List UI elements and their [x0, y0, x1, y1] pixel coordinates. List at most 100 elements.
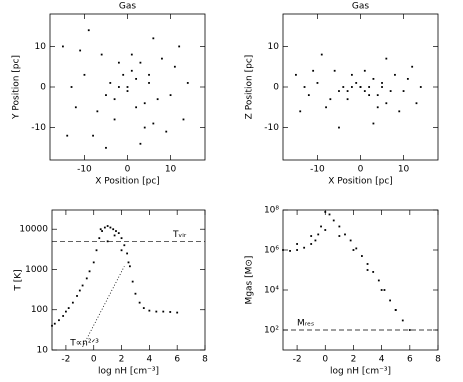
scatter-point [317, 233, 320, 236]
y-tick-label: 0 [40, 83, 46, 93]
scatter-point [389, 90, 392, 92]
scatter-point [156, 98, 159, 101]
y-tick-label: 10 [37, 346, 49, 356]
scatter-point [106, 240, 109, 243]
scatter-point [320, 53, 323, 56]
y-axis-label: T [K] [14, 269, 24, 291]
y-tick-label: 10⁶ [264, 246, 279, 256]
x-tick-label: 4 [146, 355, 152, 365]
scatter-point [303, 86, 306, 88]
scatter-point [88, 270, 91, 273]
scatter-point [105, 94, 107, 97]
scatter-point [338, 235, 341, 237]
scatter-point [165, 130, 168, 133]
scatter-point [130, 69, 133, 72]
scatter-point [148, 73, 150, 76]
scatter-point [74, 106, 77, 109]
scatter-point [87, 29, 90, 32]
scatter-point [152, 37, 155, 40]
scatter-point [113, 234, 116, 237]
x-tick-label: 8 [202, 355, 208, 365]
scatter-point [126, 252, 129, 255]
scatter-point [381, 86, 383, 88]
x-tick-label: 6 [174, 355, 180, 365]
scatter-point [324, 211, 327, 213]
scatter-point [372, 271, 375, 273]
y-tick-label: 10000 [19, 225, 48, 235]
scatter-point [316, 82, 319, 84]
scatter-point [113, 118, 116, 121]
scatter-point [352, 249, 355, 251]
scatter-point [70, 86, 73, 88]
scatter-point [402, 90, 405, 92]
scatter-point [346, 90, 349, 92]
scatter-point [338, 126, 340, 129]
scatter-point [109, 226, 112, 229]
scatter-point [355, 247, 358, 250]
x-tick-label: -10 [77, 165, 92, 175]
scatter-point [169, 311, 172, 313]
scatter-point [376, 94, 379, 97]
chart-title: Gas [119, 2, 136, 12]
x-tick-label: 10 [165, 165, 177, 175]
scatter-point [366, 269, 369, 271]
x-tick-label: 0 [125, 165, 131, 175]
scatter-point [296, 243, 298, 245]
x-tick-label: 0 [91, 355, 97, 365]
x-axis-label: log nH [cm⁻³] [98, 367, 159, 377]
scatter-point [366, 263, 369, 265]
scatter-point [79, 49, 82, 52]
scatter-point [310, 235, 313, 237]
x-tick-label: -2 [61, 355, 70, 365]
scatter-point [162, 310, 165, 313]
scatter-point [385, 102, 388, 105]
plot-frame [51, 209, 206, 351]
y-tick-label: 10⁴ [264, 286, 279, 296]
scatter-point [130, 53, 133, 56]
scatter-point [138, 301, 141, 304]
y-tick-label: 10⁸ [264, 206, 279, 216]
scatter-point [106, 225, 109, 227]
x-axis-label: log nH [cm⁻³] [330, 367, 391, 377]
y-tick-label: 10² [264, 326, 279, 336]
y-tick-label: 1000 [25, 265, 48, 275]
y-axis-label: Mgas [M⊙] [245, 256, 255, 305]
scatter-point [338, 225, 341, 228]
scatter-point [380, 289, 383, 291]
scatter-point [350, 73, 353, 76]
scatter-point [161, 57, 163, 60]
scatter-point [81, 284, 84, 287]
x-tick-label: 0 [322, 355, 328, 365]
scatter-point [148, 309, 151, 312]
scatter-point [383, 289, 386, 291]
x-tick-label: 4 [379, 355, 385, 365]
scatter-point [295, 73, 297, 76]
y-tick-label: 10 [268, 42, 280, 52]
scatter-point [346, 98, 349, 101]
scatter-point [385, 57, 388, 60]
scatter-point [325, 106, 327, 109]
scatter-point [377, 279, 380, 282]
scatter-point [310, 243, 313, 245]
x-tick-label: -2 [293, 355, 302, 365]
x-tick-label: 2 [351, 355, 357, 365]
scatter-point [344, 233, 346, 236]
guide-line [82, 266, 125, 347]
y-tick-label: 100 [31, 305, 48, 315]
scatter-point [113, 98, 116, 101]
scatter-point [324, 229, 327, 231]
scatter-point [332, 219, 335, 222]
scatter-point [53, 322, 56, 325]
scatter-point [176, 311, 179, 314]
x-tick-label: -10 [310, 165, 325, 175]
scatter-point [169, 94, 172, 97]
scatter-point [389, 299, 391, 302]
guide-label: T∝n²ᐟ³ [69, 338, 99, 348]
scatter-point [152, 122, 155, 125]
scatter-point [117, 232, 120, 235]
scatter-point [376, 106, 379, 109]
x-axis-label: X Position [pc] [95, 177, 160, 187]
scatter-point [372, 122, 375, 125]
y-tick-label: -10 [264, 123, 279, 133]
scatter-point [296, 249, 298, 251]
